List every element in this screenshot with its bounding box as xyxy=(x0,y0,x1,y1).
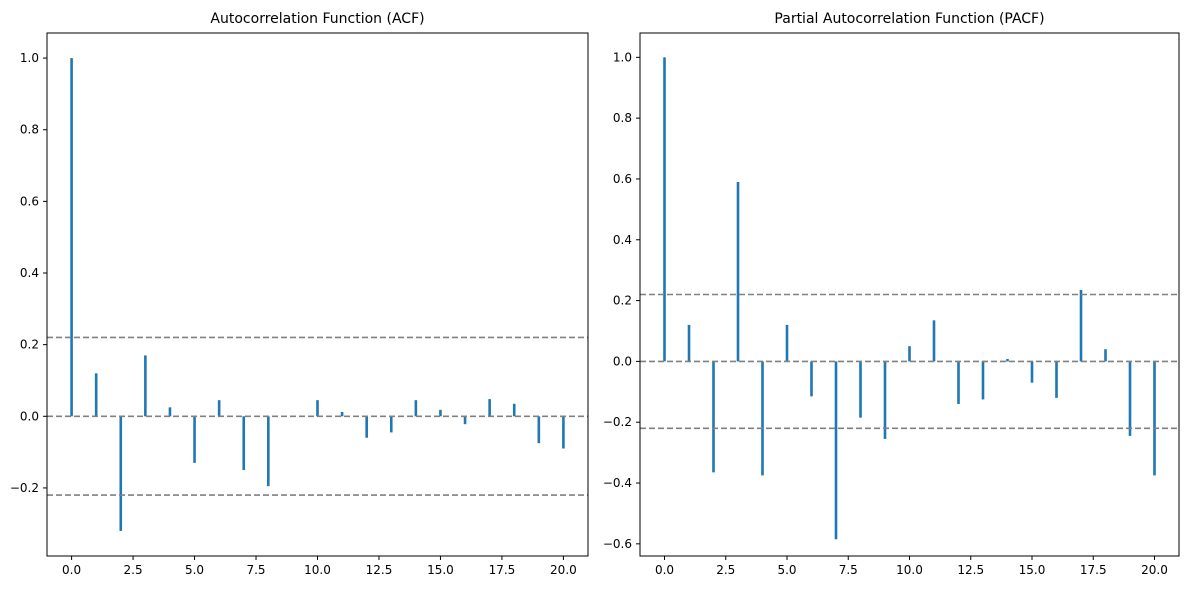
acf-ytick-label: 0.8 xyxy=(20,123,39,137)
acf-ytick-label: 1.0 xyxy=(20,51,39,65)
pacf-xtick-label: 17.5 xyxy=(1080,563,1107,577)
acf-ytick-label: −0.2 xyxy=(10,481,39,495)
acf-panel: Autocorrelation Function (ACF) 0.0 2.5 5.0 7… xyxy=(10,11,589,577)
acf-bar-lag-2 xyxy=(119,416,123,531)
acf-bar-lag-3 xyxy=(144,355,147,417)
pacf-bar-lag-20 xyxy=(1153,361,1156,476)
pacf-bar-lag-18 xyxy=(1104,349,1107,362)
acf-xtick-label: 10.0 xyxy=(304,563,331,577)
acf-bar-lag-19 xyxy=(537,416,541,444)
acf-ytick-label: 0.2 xyxy=(20,338,39,352)
pacf-panel: Partial Autocorrelation Function (PACF) 0… xyxy=(603,11,1180,577)
pacf-ytick-label: 1.0 xyxy=(613,50,632,64)
pacf-title: Partial Autocorrelation Function (PACF) xyxy=(774,11,1044,27)
acf-ytick-label: 0.0 xyxy=(20,409,39,423)
pacf-bar-lag-12 xyxy=(957,361,960,404)
acf-title: Autocorrelation Function (ACF) xyxy=(210,11,424,27)
pacf-bar-lag-3 xyxy=(736,181,740,362)
pacf-bar-lag-19 xyxy=(1128,361,1132,436)
pacf-ytick-label: −0.2 xyxy=(603,415,632,429)
pacf-ytick-label: 0.6 xyxy=(613,172,632,186)
acf-xtick-label: 7.5 xyxy=(246,563,265,577)
acf-xtick-label: 5.0 xyxy=(185,563,204,577)
pacf-bar-lag-10 xyxy=(908,346,911,362)
pacf-axes-frame xyxy=(639,32,1180,557)
pacf-xtick-label: 0.0 xyxy=(655,563,674,577)
pacf-xtick-label: 5.0 xyxy=(777,563,796,577)
pacf-ytick-label: 0.8 xyxy=(613,111,632,125)
acf-bar-lag-17 xyxy=(488,399,491,417)
acf-xtick-label: 12.5 xyxy=(366,563,393,577)
pacf-bar-lag-4 xyxy=(761,361,764,476)
pacf-ytick-label: 0.4 xyxy=(613,233,632,247)
acf-ytick-label: 0.6 xyxy=(20,194,39,208)
pacf-bar-lag-13 xyxy=(981,361,985,400)
acf-bar-lag-7 xyxy=(242,416,246,471)
acf-ytick-label: 0.4 xyxy=(20,266,39,280)
acf-bar-lag-1 xyxy=(94,373,98,417)
acf-bar-lag-10 xyxy=(316,400,319,417)
acf-bar-lag-18 xyxy=(512,403,516,417)
pacf-bar-lag-5 xyxy=(785,324,789,362)
pacf-ytick-label: 0.0 xyxy=(613,354,632,368)
acf-bar-lag-8 xyxy=(267,416,270,487)
pacf-xtick-label: 12.5 xyxy=(957,563,984,577)
pacf-ytick-label: −0.6 xyxy=(603,537,632,551)
acf-xtick-label: 20.0 xyxy=(550,563,577,577)
acf-bar-lag-14 xyxy=(414,400,418,417)
pacf-bar-lag-0 xyxy=(663,57,666,362)
pacf-bar-lag-11 xyxy=(932,320,936,362)
pacf-bar-lag-16 xyxy=(1055,361,1058,398)
pacf-bar-lag-1 xyxy=(687,324,691,362)
acf-bar-lag-0 xyxy=(70,58,73,417)
pacf-xtick-label: 15.0 xyxy=(1019,563,1046,577)
acf-bar-lag-15 xyxy=(439,409,442,417)
acf-bar-lag-6 xyxy=(217,400,221,417)
pacf-bar-lag-8 xyxy=(859,361,862,418)
pacf-bar-lag-17 xyxy=(1079,289,1083,362)
pacf-bar-lag-9 xyxy=(883,361,887,439)
acf-bar-lag-5 xyxy=(193,416,196,463)
acf-bar-lag-11 xyxy=(340,411,344,417)
acf-xtick-label: 15.0 xyxy=(427,563,454,577)
acf-bar-lag-20 xyxy=(562,416,565,449)
pacf-xtick-label: 7.5 xyxy=(839,563,858,577)
acf-bar-lag-4 xyxy=(168,407,172,417)
acf-axes-frame xyxy=(46,32,589,557)
pacf-ytick-label: 0.2 xyxy=(613,294,632,308)
pacf-ytick-label: −0.4 xyxy=(603,476,632,490)
acf-bar-lag-16 xyxy=(463,416,467,425)
acf-xtick-label: 17.5 xyxy=(489,563,516,577)
pacf-bar-lag-7 xyxy=(834,361,838,540)
pacf-xtick-label: 10.0 xyxy=(896,563,923,577)
acf-bar-lag-12 xyxy=(365,416,368,438)
acf-xtick-label: 0.0 xyxy=(62,563,81,577)
pacf-xtick-label: 20.0 xyxy=(1141,563,1168,577)
acf-xtick-label: 2.5 xyxy=(124,563,143,577)
pacf-bar-lag-14 xyxy=(1006,358,1009,362)
pacf-bar-lag-2 xyxy=(712,361,715,473)
pacf-bar-lag-15 xyxy=(1030,361,1034,383)
acf-bar-lag-13 xyxy=(389,416,393,433)
pacf-bar-lag-6 xyxy=(810,361,813,397)
pacf-xtick-label: 2.5 xyxy=(716,563,735,577)
